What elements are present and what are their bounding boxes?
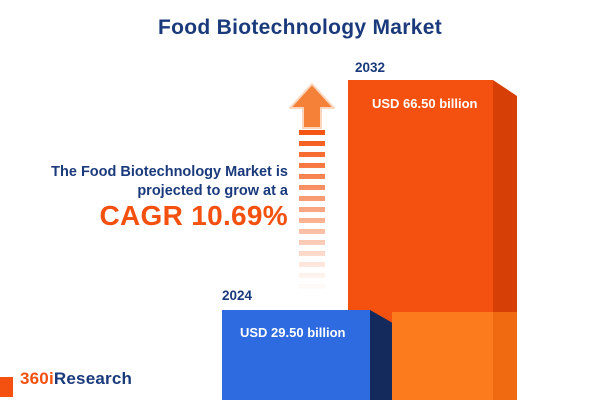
logo-research: Research bbox=[53, 369, 133, 388]
annotation-text: The Food Biotechnology Market is project… bbox=[10, 163, 288, 201]
bar-2024-year: 2024 bbox=[222, 288, 253, 303]
bar-2024-value: USD 29.50 billion bbox=[240, 325, 346, 340]
logo-360: 360 bbox=[20, 369, 49, 388]
bar-2032-value: USD 66.50 billion bbox=[372, 96, 478, 111]
logo: 360iResearch bbox=[20, 369, 132, 389]
arrow-up-icon bbox=[288, 82, 336, 130]
bar-2024-side bbox=[370, 310, 392, 400]
annotation-line1: The Food Biotechnology Market is bbox=[51, 164, 288, 180]
annotation-line2: projected to grow at a bbox=[137, 183, 288, 199]
cagr-value: CAGR 10.69% bbox=[99, 200, 288, 231]
corner-accent bbox=[0, 377, 13, 397]
arrow-fade bbox=[297, 130, 327, 294]
bar-2032-side-light bbox=[493, 312, 517, 400]
bar-2032-year: 2032 bbox=[355, 60, 386, 75]
bar-2032-front-light bbox=[392, 312, 493, 400]
bar-2024-front bbox=[222, 310, 370, 400]
page-title: Food Biotechnology Market bbox=[157, 16, 442, 39]
logo-i: i bbox=[48, 369, 54, 388]
